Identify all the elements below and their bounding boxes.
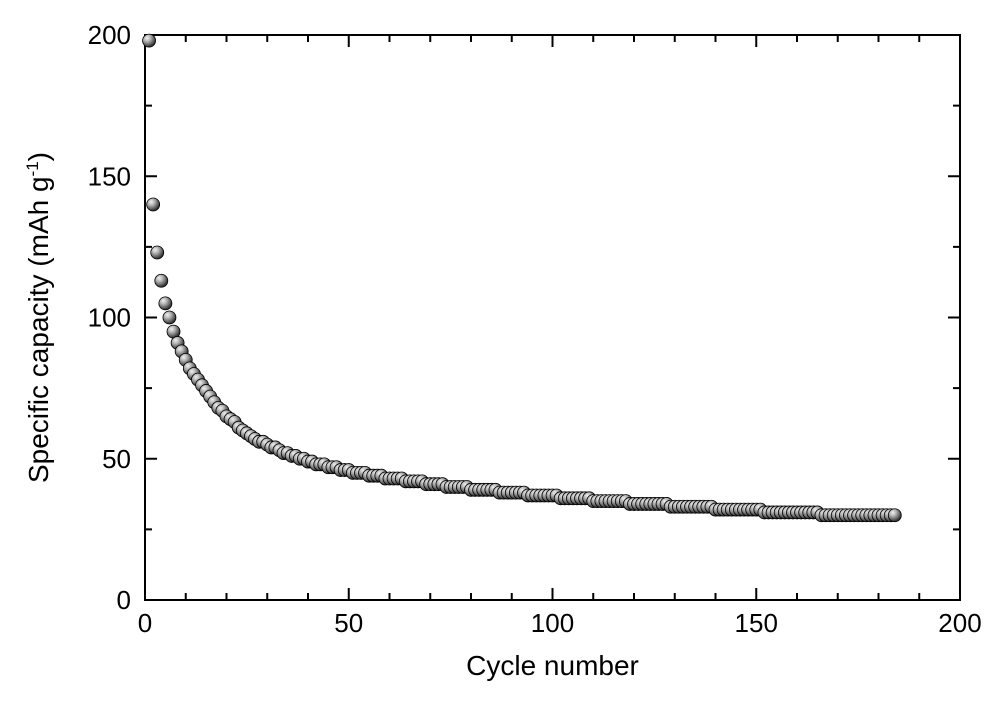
y-tick-label: 0 bbox=[117, 585, 131, 615]
x-tick-label: 150 bbox=[735, 608, 778, 638]
y-tick-label: 50 bbox=[102, 444, 131, 474]
data-point bbox=[151, 246, 164, 259]
data-point bbox=[159, 297, 172, 310]
x-tick-label: 100 bbox=[531, 608, 574, 638]
data-point bbox=[147, 198, 160, 211]
data-point bbox=[888, 509, 901, 522]
y-axis-label: Specific capacity (mAh g-1) bbox=[23, 152, 54, 483]
data-point bbox=[163, 311, 176, 324]
y-tick-label: 200 bbox=[88, 20, 131, 50]
x-tick-label: 50 bbox=[334, 608, 363, 638]
y-tick-label: 100 bbox=[88, 303, 131, 333]
data-series bbox=[143, 34, 902, 522]
x-axis-label: Cycle number bbox=[466, 650, 639, 681]
data-point bbox=[143, 34, 156, 47]
x-tick-label: 200 bbox=[938, 608, 981, 638]
capacity-cycle-chart: 0 50 100 150 200 0 50 100 150 200 Cycle number Spec… bbox=[0, 0, 1000, 701]
y-tick-label: 150 bbox=[88, 161, 131, 191]
x-tick-label: 0 bbox=[138, 608, 152, 638]
chart-container: 0 50 100 150 200 0 50 100 150 200 Cycle number Spec… bbox=[0, 0, 1000, 701]
data-point bbox=[155, 274, 168, 287]
